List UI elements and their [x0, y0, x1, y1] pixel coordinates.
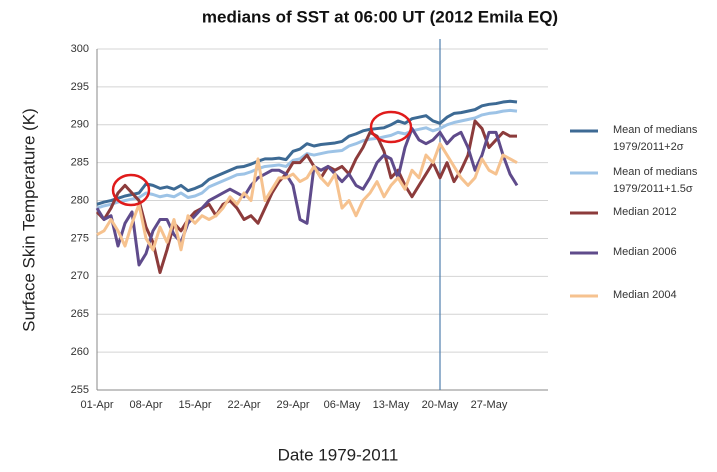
plot-area: 255 260 265 270 275 280 285 290 295 300 01-Apr 08-A… [71, 39, 548, 411]
series-line [96, 142, 518, 252]
y-tick-label: 280 [71, 194, 89, 206]
y-tick-label: 275 [71, 232, 89, 244]
y-tick-label: 300 [71, 43, 89, 55]
y-tick-label: 265 [71, 308, 89, 320]
chart-title: medians of SST at 06:00 UT (2012 Emila E… [202, 7, 558, 26]
x-tick-label: 15-Apr [178, 399, 211, 411]
series-line [95, 127, 519, 267]
x-tick-label: 29-Apr [276, 399, 309, 411]
legend-label: Median 2012 [613, 206, 677, 218]
highlight-circle [369, 110, 413, 144]
x-tick-label: 01-Apr [80, 399, 113, 411]
y-tick-label: 290 [71, 119, 89, 131]
y-tick-label: 255 [71, 384, 89, 396]
legend-label: Mean of medians 1979/2011+1.5σ [613, 166, 698, 195]
x-tick-label: 06-May [324, 399, 361, 411]
y-tick-label: 260 [71, 346, 89, 358]
y-axis-title: Surface Skin Temperature (K) [19, 108, 38, 332]
series-line [95, 119, 517, 275]
legend-label: Median 2006 [613, 246, 677, 258]
x-tick-label: 08-Apr [129, 399, 162, 411]
series-line [96, 99, 518, 206]
y-tick-label: 285 [71, 157, 89, 169]
x-tick-label: 20-May [422, 399, 459, 411]
x-tick-label: 13-May [373, 399, 410, 411]
legend-label: Median 2004 [613, 289, 677, 301]
legend-label: Mean of medians 1979/2011+2σ [613, 124, 698, 153]
y-tick-label: 270 [71, 270, 89, 282]
x-axis-title: Date 1979-2011 [278, 445, 399, 464]
series-line [96, 108, 518, 210]
highlight-circle [111, 173, 151, 207]
x-tick-label: 27-May [471, 399, 508, 411]
x-tick-label: 22-Apr [227, 399, 260, 411]
y-tick-label: 295 [71, 81, 89, 93]
